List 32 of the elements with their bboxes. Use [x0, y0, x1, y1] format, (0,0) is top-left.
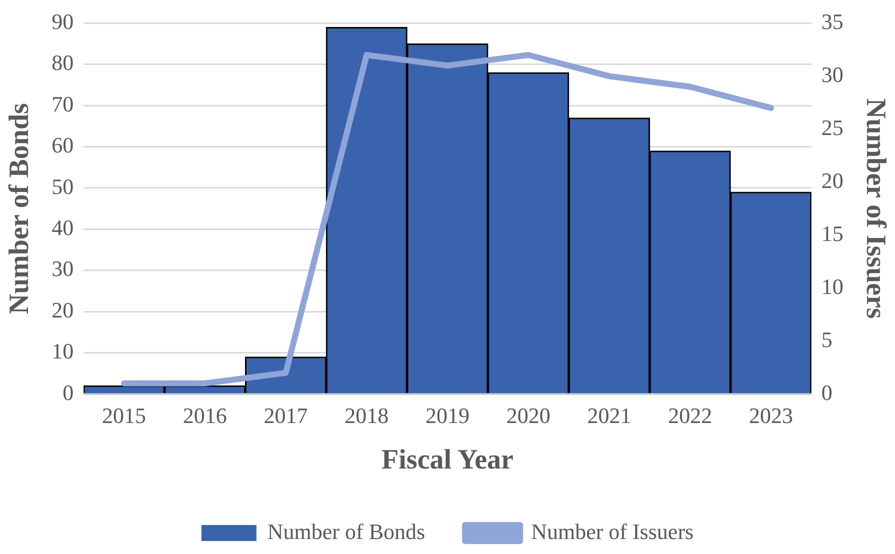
- x-tick-label: 2020: [506, 402, 550, 428]
- y-tick-label: 60: [52, 132, 74, 158]
- y-tick-label: 90: [52, 8, 74, 34]
- y-tick-label: 0: [62, 380, 74, 405]
- y-tick-label: 70: [52, 91, 74, 116]
- x-axis-title: Fiscal Year: [382, 444, 514, 476]
- y2-axis-title: Number of Issuers: [860, 98, 891, 319]
- x-tick-label: 2019: [426, 402, 470, 428]
- y2-tick-label: 10: [821, 274, 844, 299]
- y-tick-label: 30: [52, 256, 74, 282]
- x-tick-label: 2018: [344, 402, 389, 428]
- legend-label: Number of Bonds: [267, 518, 426, 544]
- y2-tick-label: 25: [821, 114, 844, 140]
- x-tick-label: 2021: [587, 402, 632, 428]
- y2-tick-label: 15: [821, 220, 844, 246]
- y2-tick-label: 30: [821, 62, 844, 87]
- x-tick-label: 2015: [102, 402, 146, 428]
- y2-tick-label: 5: [821, 326, 832, 352]
- y-tick-label: 50: [52, 174, 74, 199]
- x-tick-label: 2016: [182, 402, 227, 428]
- x-tick-label: 2023: [748, 402, 793, 428]
- y2-tick-label: 20: [821, 168, 844, 193]
- y-tick-label: 20: [52, 297, 74, 322]
- y-tick-label: 40: [52, 214, 74, 240]
- y2-tick-label: 35: [821, 8, 844, 34]
- legend-label: Number of Issuers: [531, 518, 694, 544]
- y2-tick-label: 0: [821, 380, 832, 405]
- x-tick-label: 2017: [264, 402, 308, 428]
- x-tick-label: 2022: [668, 402, 712, 428]
- y-axis-title: Number of Bonds: [4, 102, 36, 314]
- y-tick-label: 80: [52, 50, 74, 76]
- y-tick-label: 10: [52, 338, 74, 364]
